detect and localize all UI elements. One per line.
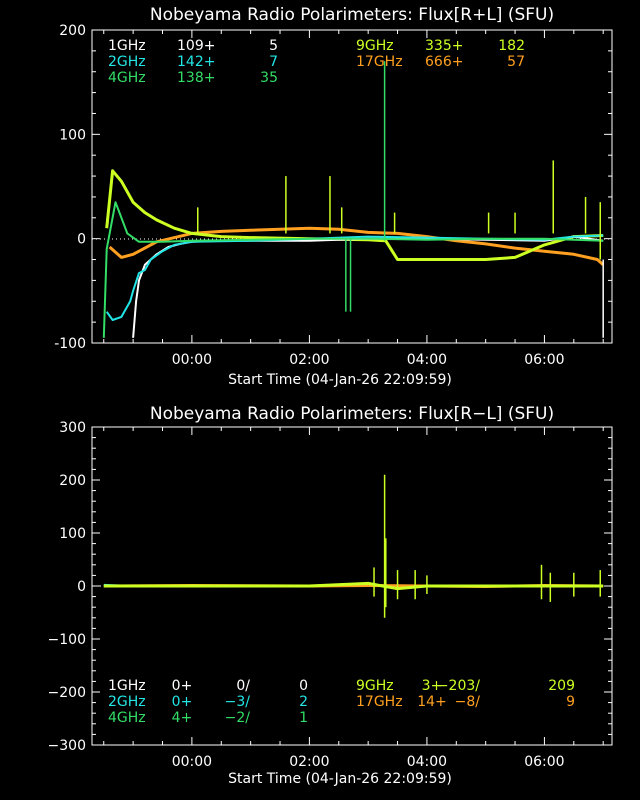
legend-entry-17ghz: 14+ [417,694,447,710]
legend-entry-2ghz: 7 [269,54,278,70]
legend-entry-17ghz: −8/ [455,694,481,710]
series-line-1ghz [132,235,604,338]
legend-entry-4ghz: 4GHz [108,710,146,726]
legend-entry-2ghz: 2 [299,694,308,710]
y-tick-label: 100 [59,526,86,542]
legend-entry-17ghz: 9 [566,694,575,710]
y-tick-label: -100 [54,336,86,352]
legend-entry-17ghz: 17GHz [356,54,403,70]
x-axis-label: Start Time (04-Jan-26 22:09:59) [228,372,452,388]
legend-entry-4ghz: 4GHz [108,70,146,86]
y-tick-label: −300 [48,738,86,754]
legend-entry-4ghz: 138+ [177,70,215,86]
y-tick-label: −200 [48,685,86,701]
legend-entry-9ghz: 9GHz [356,678,394,694]
x-tick-label: 04:00 [407,352,447,368]
series-line-9ghz [105,169,604,261]
x-tick-label: 04:00 [407,754,447,770]
x-tick-label: 06:00 [524,754,564,770]
legend-entry-1ghz: 109+ [177,38,215,54]
y-tick-label: 300 [59,420,86,436]
chart-title: Nobeyama Radio Polarimeters: Flux[R−L] (… [150,404,554,424]
legend-entry-9ghz: 9GHz [356,38,394,54]
y-tick-label: 0 [77,232,86,248]
legend-entry-9ghz: 209 [548,678,575,694]
x-tick-label: 00:00 [172,754,212,770]
y-tick-label: 0 [77,579,86,595]
series-line-4ghz [102,201,604,338]
x-tick-label: 06:00 [524,352,564,368]
legend-entry-4ghz: 35 [260,70,278,86]
plot-frame [91,29,613,344]
y-tick-label: 100 [59,127,86,143]
legend-entry-17ghz: 17GHz [356,694,403,710]
x-tick-label: 02:00 [289,754,329,770]
x-axis-label: Start Time (04-Jan-26 22:09:59) [228,771,452,787]
legend-entry-9ghz: 182 [498,38,525,54]
legend-entry-2ghz: 0+ [172,694,193,710]
flux-rl-diff-panel: Nobeyama Radio Polarimeters: Flux[R−L] (… [48,404,613,787]
legend-entry-9ghz: −203/ [437,678,480,694]
x-tick-label: 00:00 [172,352,212,368]
legend-entry-4ghz: 4+ [172,710,193,726]
legend-entry-1ghz: 0 [299,678,308,694]
legend-entry-1ghz: 0+ [172,678,193,694]
y-tick-label: 200 [59,473,86,489]
legend-entry-2ghz: −3/ [225,694,251,710]
chart-title: Nobeyama Radio Polarimeters: Flux[R+L] (… [150,5,554,25]
y-tick-label: 200 [59,23,86,39]
legend-entry-4ghz: −2/ [225,710,251,726]
legend-entry-1ghz: 1GHz [108,38,146,54]
legend-entry-1ghz: 5 [269,38,278,54]
legend-entry-2ghz: 2GHz [108,694,146,710]
legend-entry-17ghz: 666+ [425,54,463,70]
flux-rl-sum-panel: Nobeyama Radio Polarimeters: Flux[R+L] (… [54,5,613,388]
legend-entry-4ghz: 1 [299,710,308,726]
legend-entry-1ghz: 1GHz [108,678,146,694]
legend-entry-1ghz: 0/ [236,678,250,694]
series-line-17ghz [108,226,605,266]
legend-entry-2ghz: 142+ [177,54,215,70]
legend-entry-2ghz: 2GHz [108,54,146,70]
legend-entry-9ghz: 335+ [425,38,463,54]
y-tick-label: −100 [48,632,86,648]
x-tick-label: 02:00 [289,352,329,368]
legend-entry-9ghz: 3+ [422,678,443,694]
legend-entry-17ghz: 57 [507,54,525,70]
